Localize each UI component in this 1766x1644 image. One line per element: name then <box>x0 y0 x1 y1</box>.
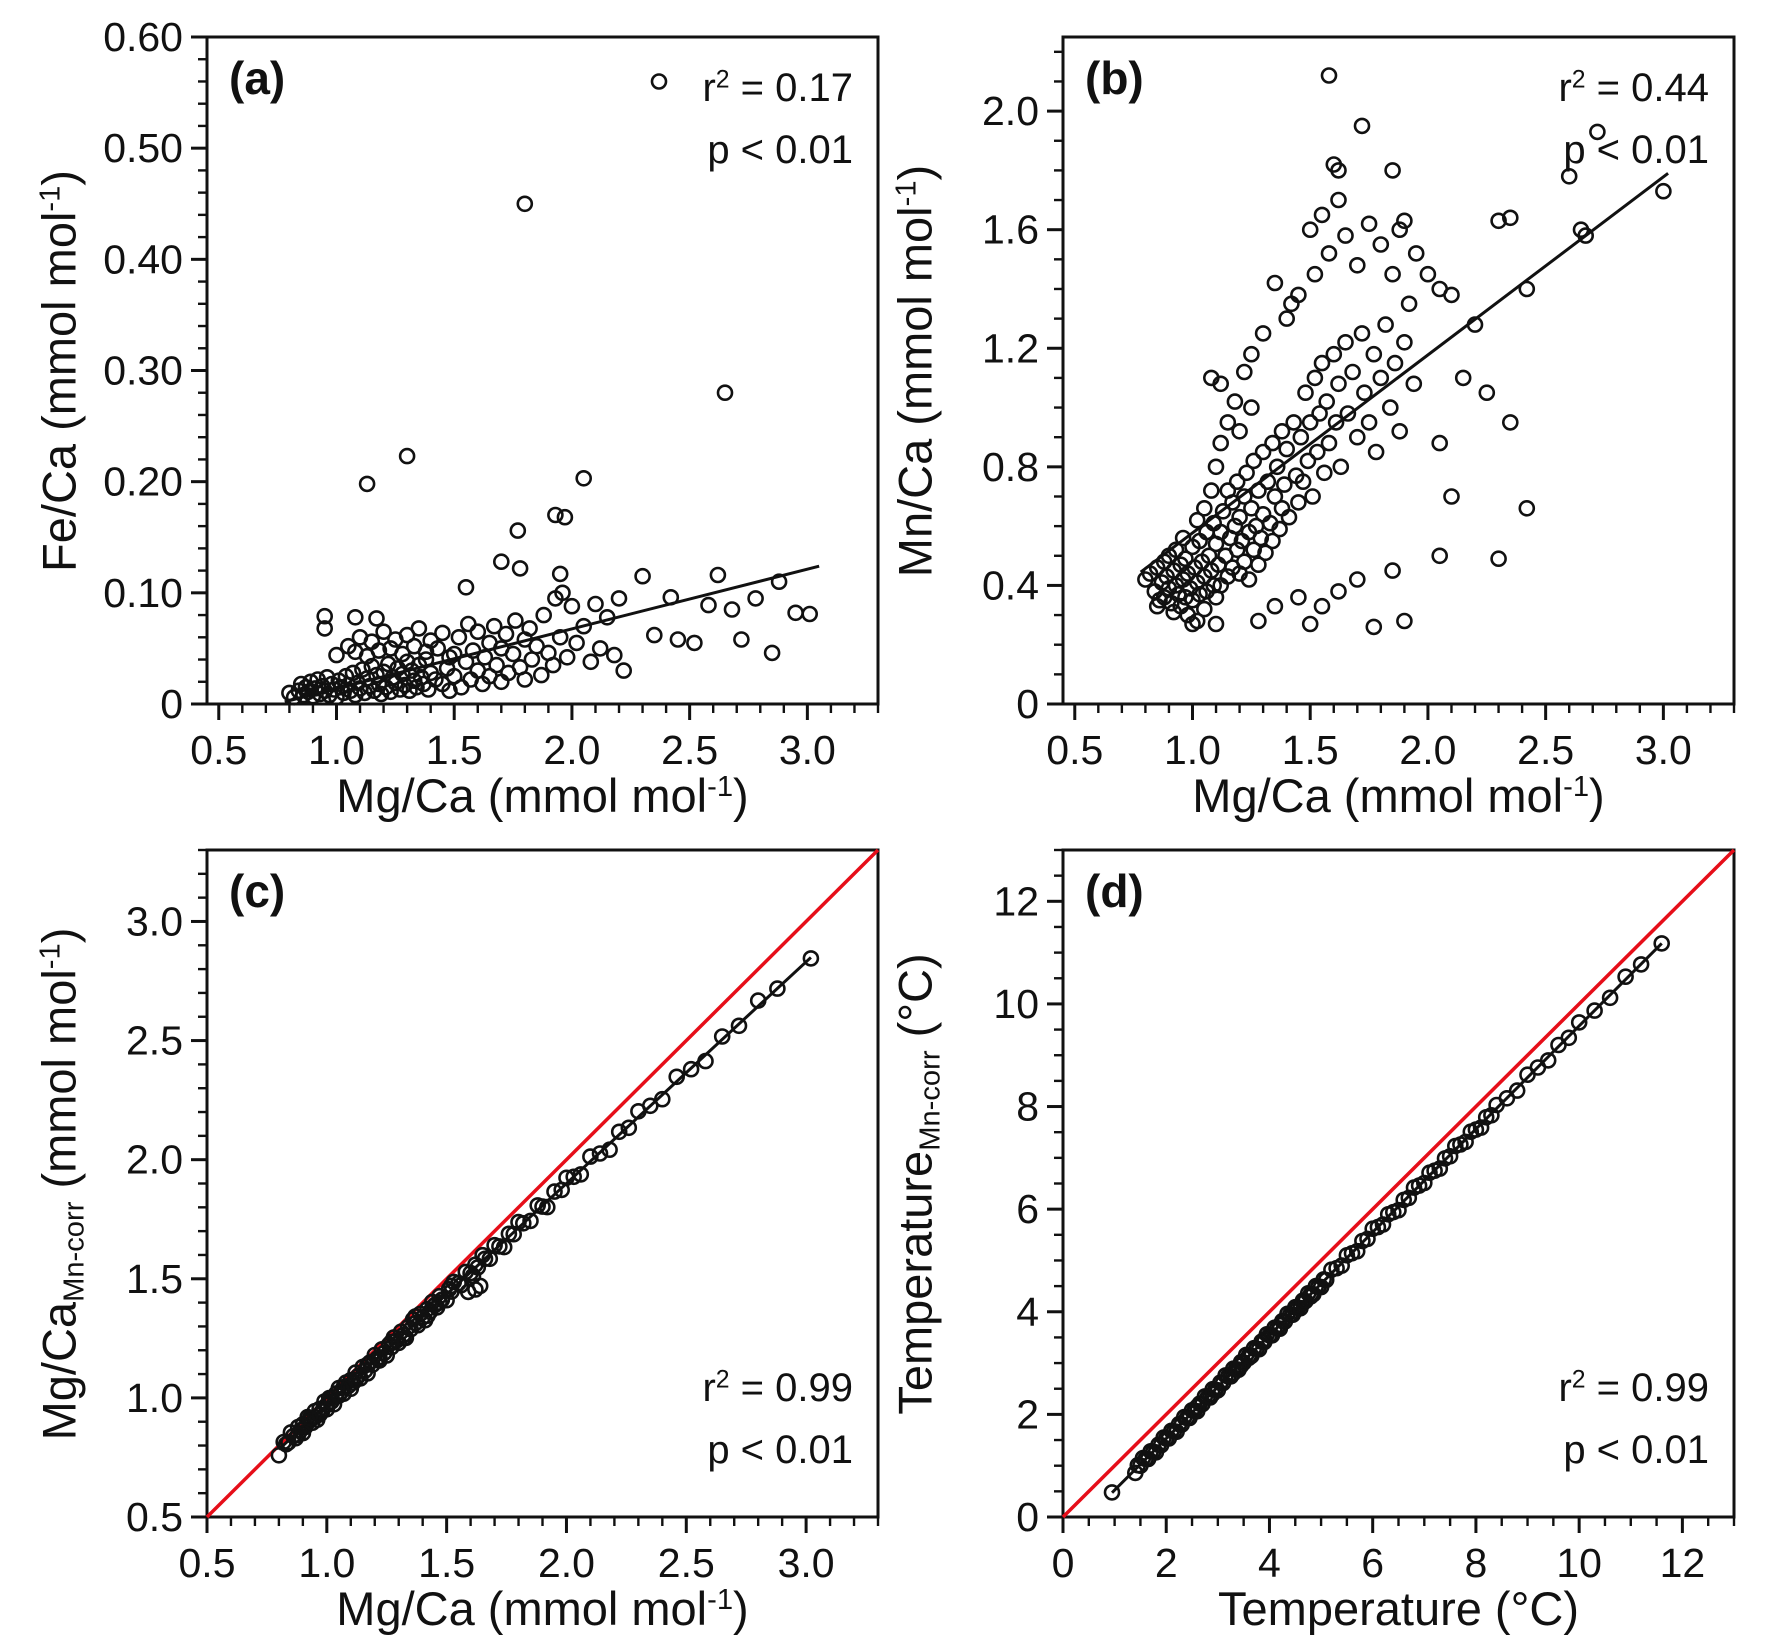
svg-text:8: 8 <box>1465 1540 1488 1586</box>
panel-d-plot: 0 2 4 6 8 10 12 0 2 4 6 8 10 12 <box>993 848 1736 1586</box>
svg-text:1.6: 1.6 <box>982 207 1039 253</box>
svg-text:1.5: 1.5 <box>1282 727 1339 773</box>
panel-a-x-axis-title: Mg/Ca (mmol mol-1) <box>336 769 749 822</box>
svg-text:3.0: 3.0 <box>779 727 836 773</box>
svg-text:2.5: 2.5 <box>661 727 718 773</box>
svg-text:2.0: 2.0 <box>1399 727 1456 773</box>
svg-text:0: 0 <box>1052 1540 1075 1586</box>
identity-line <box>1061 848 1736 1519</box>
svg-text:2: 2 <box>1155 1540 1178 1586</box>
panel-b-plot: 0.5 1.0 1.5 2.0 2.5 3.0 0 0.4 0.8 1.2 1.6 2.0 <box>982 35 1736 773</box>
svg-text:0.5: 0.5 <box>1046 727 1103 773</box>
svg-text:0.20: 0.20 <box>103 459 183 505</box>
svg-text:1.0: 1.0 <box>298 1540 355 1586</box>
panel-c-x-axis-title: Mg/Ca (mmol mol-1) <box>336 1582 749 1635</box>
panel-a-label: (a) <box>229 52 286 104</box>
panel-c-y-axis-title: Mg/CaMn-corr (mmol mol-1) <box>32 927 91 1440</box>
svg-text:6: 6 <box>1016 1186 1039 1232</box>
svg-text:6: 6 <box>1361 1540 1384 1586</box>
svg-text:2.0: 2.0 <box>126 1137 183 1183</box>
r2-annotation: r2 = 0.99 <box>702 1366 853 1410</box>
svg-text:4: 4 <box>1258 1540 1281 1586</box>
svg-text:0.60: 0.60 <box>103 14 183 60</box>
panel-c-label: (c) <box>229 865 286 917</box>
panel-c-plot: 0.5 1.0 1.5 2.0 2.5 3.0 0.5 1.0 1.5 2.0 2.5 3.0 <box>126 848 880 1586</box>
svg-text:2.5: 2.5 <box>658 1540 715 1586</box>
svg-text:10: 10 <box>993 981 1039 1027</box>
panel-d-y-axis-title: TemperatureMn-corr (°C) <box>888 952 947 1415</box>
svg-text:1.0: 1.0 <box>126 1375 183 1421</box>
svg-text:0.50: 0.50 <box>103 125 183 171</box>
svg-text:0: 0 <box>1016 1494 1039 1540</box>
r2-annotation: r2 = 0.99 <box>1558 1366 1709 1410</box>
svg-text:0.30: 0.30 <box>103 348 183 394</box>
panel-d-label: (d) <box>1085 865 1144 917</box>
svg-text:3.0: 3.0 <box>1635 727 1692 773</box>
svg-text:3.0: 3.0 <box>126 898 183 944</box>
svg-text:0.8: 0.8 <box>982 444 1039 490</box>
svg-text:2.0: 2.0 <box>538 1540 595 1586</box>
panel-a-plot: 0.5 1.0 1.5 2.0 2.5 3.0 0 0.10 0.20 0.30 0.40 0.50 0… <box>103 14 880 773</box>
svg-text:0.10: 0.10 <box>103 570 183 616</box>
svg-text:1.5: 1.5 <box>126 1256 183 1302</box>
panel-b-stats: r2 = 0.44 p < 0.01 <box>1249 57 1709 181</box>
panel-b-y-axis-title: Mn/Ca (mmol mol-1) <box>888 164 942 577</box>
svg-text:2: 2 <box>1016 1391 1039 1437</box>
svg-text:2.5: 2.5 <box>1517 727 1574 773</box>
svg-text:1.5: 1.5 <box>426 727 483 773</box>
svg-text:0.4: 0.4 <box>982 562 1039 608</box>
panel-d-x-axis-title: Temperature (°C) <box>1218 1582 1579 1635</box>
svg-text:2.0: 2.0 <box>982 88 1039 134</box>
panel-a-stats: r2 = 0.17 p < 0.01 <box>393 57 853 181</box>
svg-text:12: 12 <box>993 878 1039 924</box>
svg-text:0.5: 0.5 <box>190 727 247 773</box>
svg-text:1.5: 1.5 <box>418 1540 475 1586</box>
svg-text:0.5: 0.5 <box>179 1540 236 1586</box>
svg-text:1.2: 1.2 <box>982 325 1039 371</box>
r2-annotation: r2 = 0.17 <box>702 66 853 110</box>
svg-text:3.0: 3.0 <box>778 1540 835 1586</box>
svg-text:2.5: 2.5 <box>126 1018 183 1064</box>
panel-a-y-axis-title: Fe/Ca (mmol mol-1) <box>32 169 86 572</box>
svg-text:0.40: 0.40 <box>103 236 183 282</box>
panel-b-x-axis-title: Mg/Ca (mmol mol-1) <box>1192 769 1605 822</box>
panel-b-label: (b) <box>1085 52 1144 104</box>
svg-text:0: 0 <box>1016 681 1039 727</box>
svg-text:2.0: 2.0 <box>543 727 600 773</box>
panel-c-stats: r2 = 0.99 p < 0.01 <box>393 1357 853 1481</box>
svg-text:1.0: 1.0 <box>1164 727 1221 773</box>
p-annotation: p < 0.01 <box>707 128 853 172</box>
svg-text:12: 12 <box>1660 1540 1706 1586</box>
p-annotation: p < 0.01 <box>1563 128 1709 172</box>
svg-text:8: 8 <box>1016 1084 1039 1130</box>
r2-annotation: r2 = 0.44 <box>1558 66 1709 110</box>
svg-text:1.0: 1.0 <box>308 727 365 773</box>
svg-text:10: 10 <box>1556 1540 1602 1586</box>
svg-text:4: 4 <box>1016 1289 1039 1335</box>
p-annotation: p < 0.01 <box>707 1428 853 1472</box>
p-annotation: p < 0.01 <box>1563 1428 1709 1472</box>
svg-text:0: 0 <box>160 681 183 727</box>
svg-text:0.5: 0.5 <box>126 1494 183 1540</box>
panel-d-stats: r2 = 0.99 p < 0.01 <box>1249 1357 1709 1481</box>
